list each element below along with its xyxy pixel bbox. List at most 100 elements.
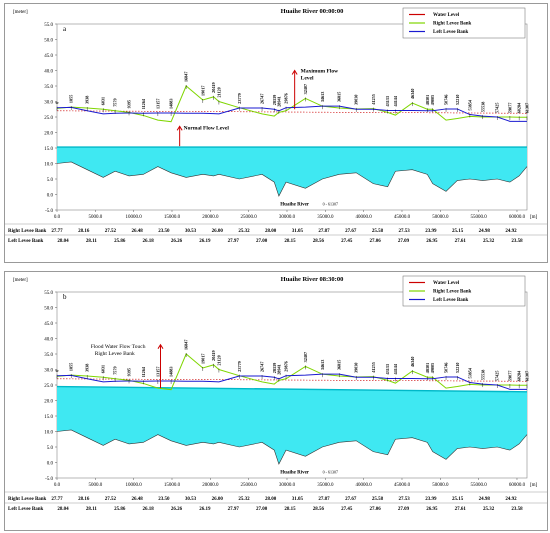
chainage-label: 3938: [85, 96, 90, 104]
chainage-label: 14883: [169, 367, 174, 377]
x-tick-label: 15000.0: [164, 215, 181, 220]
table-cell: 30.53: [185, 497, 197, 502]
chainage-label: 16847: [184, 340, 189, 350]
river-label: Huaihe River: [280, 202, 310, 207]
table-cell: 27.52: [105, 229, 117, 234]
reference-dotted-line: [56, 378, 528, 382]
table-row-label: Left Levee Bank: [8, 507, 43, 512]
chainage-label: 48301: [425, 95, 430, 105]
table-cell: 23.58: [511, 507, 523, 512]
chainage-label: 13157: [155, 99, 160, 109]
chainage-label: 20419: [211, 82, 216, 92]
chainage-label: 49005: [430, 95, 435, 105]
table-cell: 28.15: [284, 239, 296, 244]
chainage-label: 55538: [480, 370, 485, 380]
chainage-label: 14883: [169, 99, 174, 109]
table-cell: 26.26: [171, 507, 183, 512]
table-cell: 27.67: [345, 229, 357, 234]
x-tick-label: 30000.0: [279, 483, 296, 488]
y-tick-label: 10.0: [44, 162, 53, 167]
y-tick-label: 35.0: [44, 353, 53, 358]
chainage-label: 57425: [495, 103, 500, 113]
table-cell: 28.56: [313, 239, 325, 244]
table-cell: 23.58: [511, 239, 523, 244]
flood-arrow-head: [157, 343, 164, 349]
chainage-label: 57425: [495, 371, 500, 381]
panel-a: Huaihe River 00:00:00 a [meter] 55.0 50.0 45.…: [4, 3, 548, 263]
table-cell: 24.92: [505, 229, 517, 234]
chainage-label: 61307: [525, 103, 530, 113]
table-cell: 27.45: [341, 239, 353, 244]
chainage-label: 36815: [337, 360, 342, 370]
chainage-label: 50746: [444, 362, 449, 372]
x-axis-unit: [m]: [530, 215, 538, 220]
x-axis-unit: [m]: [530, 483, 538, 488]
y-tick-label: 45.0: [44, 322, 53, 327]
x-tick-label: 15000.0: [164, 483, 181, 488]
chainage-label: 41255: [371, 94, 376, 104]
table-cell: 25.15: [452, 497, 464, 502]
table-row-label: Right Levee Bank: [8, 229, 47, 234]
chainage-label: 20419: [211, 350, 216, 360]
table-cell: 27.61: [455, 507, 467, 512]
table-cell: 24.98: [479, 229, 491, 234]
legend-label: Left Levee Bank: [433, 298, 468, 303]
y-tick-label: 0.0: [47, 461, 54, 466]
table-cell: 26.26: [171, 239, 183, 244]
chainage-label: 19017: [200, 85, 205, 95]
chainage-label: 23779: [237, 93, 242, 103]
x-tick-label: 40000.0: [356, 215, 373, 220]
table-cell: 28.15: [284, 507, 296, 512]
x-tick-label: 60000.0: [509, 215, 526, 220]
table-cell: 28.16: [78, 229, 90, 234]
table-cell: 23.50: [158, 497, 170, 502]
table-cell: 27.09: [398, 507, 410, 512]
chainage-label: 0: [55, 370, 60, 372]
panel-letter: a: [63, 25, 67, 33]
table-cell: 27.09: [398, 239, 410, 244]
table-cell: 26.95: [426, 239, 438, 244]
chainage-label: 11264: [141, 98, 146, 109]
chainage-label: 52210: [455, 362, 460, 372]
y-axis-unit: [meter]: [13, 10, 28, 15]
max-flow-arrow-head: [291, 69, 298, 75]
chart-title: Huaihe River 08:30:00: [281, 276, 344, 283]
x-tick-label: 50000.0: [432, 215, 449, 220]
chainage-label: 7579: [113, 98, 118, 106]
chainage-label: 28339: [272, 363, 277, 373]
table-cell: 23.50: [158, 229, 170, 234]
series-water-level: [56, 385, 528, 393]
chainage-label: 16847: [184, 72, 189, 82]
annotation-max-flow-line1: Maximum Flow: [301, 69, 338, 75]
table-cell: 27.53: [399, 229, 411, 234]
x-tick-label: 25000.0: [241, 483, 258, 488]
table-cell: 25.32: [238, 229, 250, 234]
table-cell: 25.86: [114, 507, 126, 512]
x-tick-label: 5000.0: [88, 215, 102, 220]
chainage-label: 28941: [276, 96, 281, 106]
normal-flow-arrow-head: [176, 125, 183, 131]
chainage-label: 46340: [410, 357, 415, 367]
chainage-label: 36815: [337, 92, 342, 102]
y-tick-label: -5.0: [45, 477, 53, 482]
table-cell: 25.58: [372, 229, 384, 234]
x-tick-label: 45000.0: [394, 215, 411, 220]
chainage-label: 13157: [155, 367, 160, 377]
chainage-label: 43133: [385, 364, 390, 374]
chainage-label: 43133: [385, 96, 390, 106]
table-cell: 27.87: [318, 497, 330, 502]
x-tick-label: 25000.0: [241, 215, 258, 220]
panel-b: Huaihe River 08:30:00 b [meter] 55.0 50.0 45.…: [4, 271, 548, 531]
table-cell: 27.67: [345, 497, 357, 502]
panel-letter: b: [63, 293, 67, 301]
y-tick-label: 15.0: [44, 415, 53, 420]
river-label: Huaihe River: [280, 470, 310, 475]
chainage-label: 6031: [101, 97, 106, 105]
chainage-label: 34613: [320, 360, 325, 370]
table-cell: 28.04: [57, 507, 69, 512]
y-tick-label: 25.0: [44, 384, 53, 389]
table-cell: 24.92: [505, 497, 517, 502]
table-cell: 28.00: [265, 229, 277, 234]
riverbed-line: [56, 429, 528, 465]
table-cell: 27.00: [256, 507, 268, 512]
